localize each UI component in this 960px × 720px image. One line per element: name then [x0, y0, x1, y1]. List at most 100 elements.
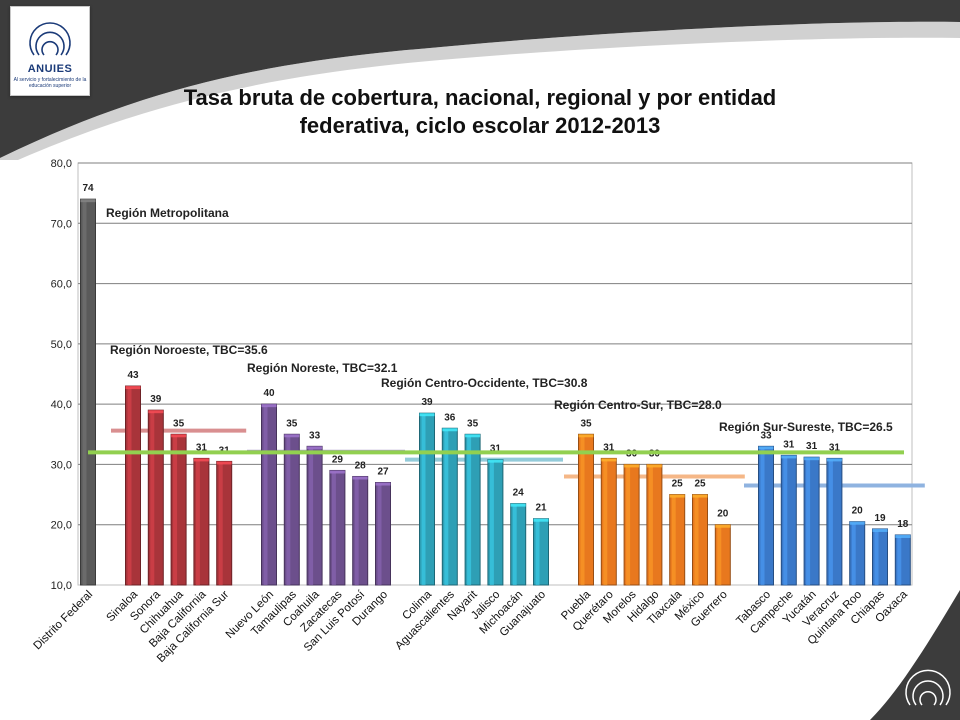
bar-cap — [80, 199, 96, 203]
bar-highlight — [671, 496, 676, 585]
bar-cap — [329, 470, 345, 474]
data-label: 35 — [286, 418, 298, 429]
bar-cap — [261, 404, 277, 408]
bar-highlight — [377, 484, 382, 585]
y-tick-label: 50,0 — [51, 339, 72, 351]
bar-cap — [533, 518, 549, 522]
bar-highlight — [760, 448, 765, 585]
data-label: 20 — [717, 509, 729, 520]
region-label: Región Centro-Occidente, TBC=30.8 — [381, 376, 588, 390]
bar-cap — [669, 494, 685, 498]
bar-cap — [375, 482, 391, 486]
bar-highlight — [127, 388, 132, 585]
bar-highlight — [626, 466, 631, 585]
header-background — [0, 0, 960, 160]
bar-highlight — [444, 430, 449, 585]
bar-cap — [601, 458, 617, 462]
bar-cap — [872, 528, 888, 532]
bar-cap — [352, 476, 368, 480]
data-label: 20 — [852, 506, 864, 517]
logo-name: ANUIES — [27, 63, 73, 75]
data-label: 31 — [829, 442, 841, 453]
data-label: 74 — [82, 183, 94, 194]
data-label: 31 — [603, 442, 615, 453]
bar-cap — [804, 457, 820, 461]
bar-cap — [216, 461, 232, 465]
bar-highlight — [286, 436, 291, 585]
bar-cap — [465, 434, 481, 438]
bar-cap — [758, 446, 774, 450]
data-label: 39 — [421, 397, 433, 408]
bar-highlight — [851, 523, 856, 585]
data-label: 31 — [490, 444, 502, 455]
bar-cap — [193, 458, 209, 462]
chart-title-line-1: Tasa bruta de cobertura, nacional, regio… — [183, 85, 777, 110]
bar-highlight — [694, 496, 699, 585]
data-label: 35 — [580, 418, 592, 429]
bar-cap — [148, 410, 164, 414]
bar-highlight — [828, 460, 833, 585]
bar-highlight — [897, 536, 902, 585]
chart-title-line-2: federativa, ciclo escolar 2012-2013 — [299, 113, 661, 138]
bar-cap — [692, 494, 708, 498]
bar-highlight — [806, 459, 811, 585]
data-label: 36 — [444, 412, 456, 423]
data-label: 33 — [760, 430, 772, 441]
data-label: 29 — [332, 454, 344, 465]
bar-highlight — [421, 415, 426, 585]
bar-highlight — [580, 436, 585, 585]
bar-cap — [849, 521, 865, 525]
bar-highlight — [150, 412, 155, 585]
bar-cap — [171, 434, 187, 438]
anuies-logo: ANUIES Al servicio y fortalecimiento de … — [10, 6, 90, 96]
bar-cap — [307, 446, 323, 450]
data-label: 31 — [806, 441, 818, 452]
region-label: Región Metropolitana — [106, 206, 229, 220]
bar-cap — [578, 434, 594, 438]
bar-highlight — [603, 460, 608, 585]
bar-cap — [715, 524, 731, 528]
bar-highlight — [648, 466, 653, 585]
y-tick-label: 70,0 — [51, 218, 72, 230]
bar-highlight — [218, 463, 223, 585]
data-label: 21 — [535, 503, 547, 514]
bar-highlight — [535, 520, 540, 585]
chart-title: Tasa bruta de cobertura, nacional, regio… — [120, 84, 840, 140]
data-label: 35 — [173, 418, 185, 429]
bar-cap — [781, 455, 797, 459]
x-tick-label: Distrito Federal — [32, 589, 96, 653]
bar-highlight — [874, 530, 879, 585]
logo-tagline: Al servicio y fortalecimiento de la educ… — [13, 77, 87, 89]
y-tick-label: 40,0 — [51, 399, 72, 411]
bar-highlight — [489, 461, 494, 585]
data-label: 43 — [127, 370, 139, 381]
region-label: Región Noroeste, TBC=35.6 — [110, 343, 268, 357]
bar-highlight — [354, 478, 359, 585]
bar-highlight — [309, 448, 314, 585]
data-label: 25 — [694, 479, 706, 490]
bar-highlight — [783, 457, 788, 585]
bar-cap — [895, 534, 911, 538]
bar-highlight — [195, 460, 200, 585]
y-tick-label: 30,0 — [51, 459, 72, 471]
bar-cap — [624, 464, 640, 468]
bar-cap — [284, 434, 300, 438]
bar-highlight — [82, 201, 87, 585]
region-label: Región Noreste, TBC=32.1 — [247, 361, 398, 375]
region-label: Región Sur-Sureste, TBC=26.5 — [719, 420, 893, 434]
data-label: 19 — [874, 513, 886, 524]
y-tick-label: 20,0 — [51, 520, 72, 532]
data-label: 28 — [355, 460, 367, 471]
y-tick-label: 60,0 — [51, 279, 72, 291]
bar-highlight — [263, 406, 268, 585]
bar-highlight — [467, 436, 472, 585]
data-label: 24 — [513, 488, 525, 499]
data-label: 33 — [309, 430, 321, 441]
bar-highlight — [512, 505, 517, 585]
data-label: 31 — [196, 442, 208, 453]
bar-cap — [510, 503, 526, 507]
data-label: 27 — [377, 467, 389, 478]
bar-cap — [419, 413, 435, 417]
data-label: 25 — [672, 479, 684, 490]
